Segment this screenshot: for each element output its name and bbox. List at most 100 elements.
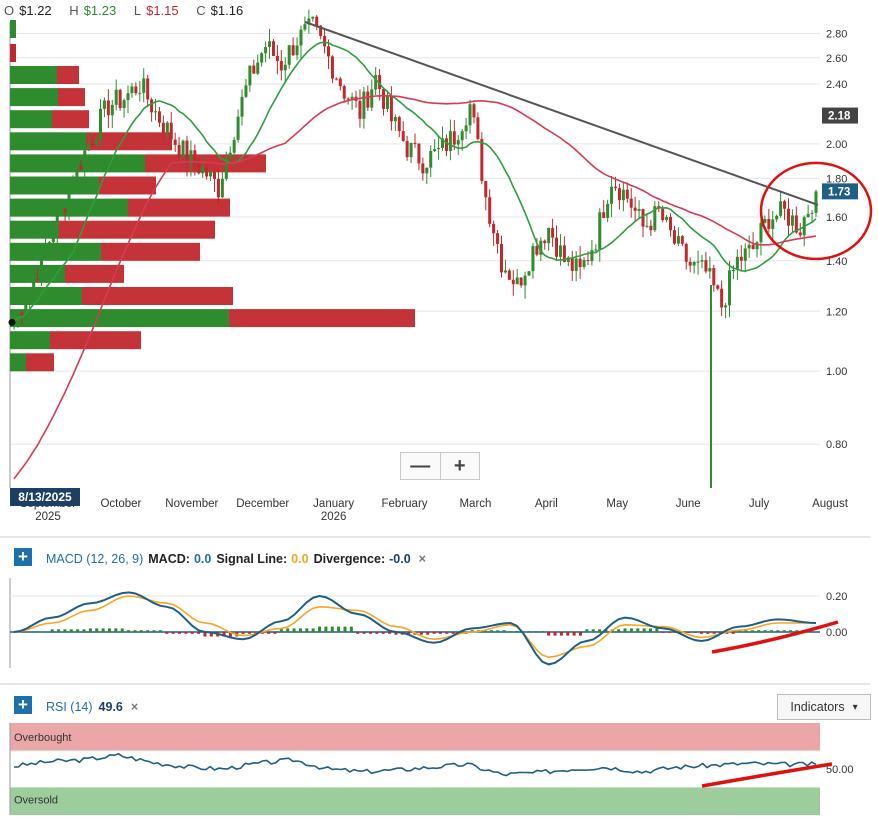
candle-body (319, 25, 323, 36)
macd-histogram-bar (260, 632, 264, 634)
zoom-in-button[interactable]: + (439, 453, 480, 479)
candle-body (602, 212, 606, 219)
macd-histogram-bar (152, 630, 156, 632)
add-indicator-button[interactable]: + (14, 548, 32, 566)
macd-histogram-bar (69, 629, 73, 632)
macd-histogram-bar (362, 632, 366, 634)
open-value: $1.22 (19, 3, 52, 18)
candle-body (794, 215, 798, 233)
candle-body (555, 237, 559, 257)
candle-body (240, 96, 244, 117)
macd-histogram-bar (769, 630, 773, 632)
candle-body (578, 258, 582, 268)
candle-body (24, 304, 28, 317)
candle-body (362, 91, 366, 119)
volume-profile-down-bar (58, 88, 85, 107)
macd-histogram-bar (254, 632, 258, 634)
volume-profile-up-bar (10, 88, 58, 107)
candle-body (287, 45, 291, 65)
candle-body (507, 270, 511, 280)
macd-histogram-bar (528, 631, 532, 632)
macd-histogram-bar (776, 630, 780, 632)
rsi-close-icon[interactable]: × (130, 700, 139, 714)
zoom-out-button[interactable]: — (401, 453, 440, 479)
macd-histogram-bar (146, 630, 150, 632)
volume-profile-down-bar (57, 66, 79, 84)
candle-body (220, 178, 224, 198)
candle-body (378, 75, 382, 90)
macd-histogram-bar (318, 626, 322, 632)
candle-body (189, 150, 193, 165)
y-tick-label: 1.20 (826, 306, 847, 318)
volume-profile-down-bar (26, 353, 54, 372)
macd-tick-label: 0.00 (826, 627, 847, 639)
macd-tick-label: 0.20 (826, 591, 847, 603)
candle-body (173, 139, 177, 145)
candle-body (291, 45, 295, 56)
candle-body (511, 279, 515, 285)
candle-body (496, 233, 500, 244)
macd-histogram-bar (273, 632, 277, 634)
candle-body (614, 186, 617, 189)
candle-body (366, 91, 370, 108)
candle-body (688, 261, 692, 266)
candle-body (716, 285, 720, 289)
candle-body (134, 86, 138, 94)
macd-histogram-bar (636, 628, 640, 632)
macd-histogram-bar (668, 632, 672, 633)
candle-body (645, 225, 649, 227)
candle-body (75, 164, 79, 187)
divergence-value: -0.0 (389, 552, 411, 566)
candle-body (154, 111, 158, 113)
volume-profile-up-bar (10, 220, 58, 239)
macd-histogram-bar (190, 632, 194, 634)
candle-body (358, 100, 362, 119)
add-indicator-button-2[interactable]: + (14, 696, 32, 714)
candle-body (468, 104, 472, 126)
volume-profile-down-bar (99, 176, 156, 195)
macd-signal-line (13, 595, 816, 659)
rsi-value: 49.6 (98, 700, 123, 714)
macd-histogram-bar (661, 632, 665, 633)
x-tick-label: November (165, 498, 218, 510)
oversold-label: Oversold (14, 794, 58, 806)
macd-close-icon[interactable]: × (418, 552, 426, 566)
candle-body (40, 249, 44, 281)
volume-profile-up-bar (10, 66, 57, 84)
candle-body (712, 268, 716, 286)
candle-body (653, 206, 657, 231)
macd-histogram-bar (324, 626, 328, 632)
candle-body (95, 139, 99, 145)
macd-histogram-bar (165, 632, 169, 634)
macd-histogram-bar (521, 631, 525, 632)
candle-body (728, 270, 732, 306)
x-tick-year: 2025 (35, 511, 61, 523)
candle-body (193, 150, 197, 165)
macd-histogram-bar (337, 626, 341, 632)
candle-body (543, 240, 547, 244)
candle-body (382, 89, 386, 109)
candle-body (669, 216, 673, 231)
macd-histogram-bar (267, 632, 271, 634)
candle-body (743, 248, 747, 261)
candle-body (98, 108, 102, 140)
candle-body (464, 125, 468, 132)
candle-body (47, 242, 51, 247)
macd-histogram-bar (795, 630, 799, 632)
macd-histogram-bar (311, 628, 315, 632)
volume-profile-down-bar (10, 44, 16, 62)
candle-body (484, 181, 488, 198)
macd-histogram-bar (375, 632, 379, 634)
volume-profile-up-bar (10, 331, 50, 350)
plus-icon: + (453, 454, 466, 477)
candle-body (374, 75, 378, 90)
macd-histogram-bar (744, 630, 748, 632)
candle-body (275, 55, 279, 61)
candle-body (472, 104, 476, 118)
indicators-button[interactable]: Indicators ▾ (777, 694, 871, 720)
high-value: $1.23 (83, 3, 117, 18)
candle-body (260, 53, 264, 63)
macd-histogram-bar (489, 630, 493, 632)
candle-body (806, 213, 810, 218)
